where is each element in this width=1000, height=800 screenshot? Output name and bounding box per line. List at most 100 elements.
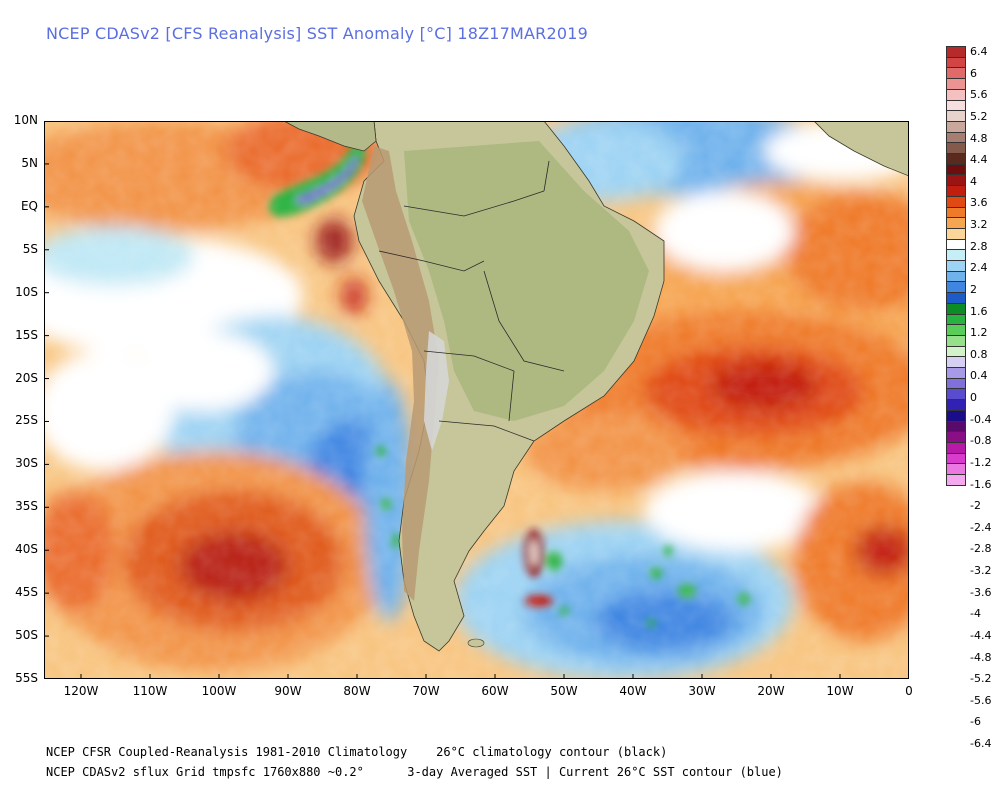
sst-anomaly-map xyxy=(44,121,909,679)
map-title: NCEP CDASv2 [CFS Reanalysis] SST Anomaly… xyxy=(46,24,589,43)
colorbar-swatch xyxy=(946,163,966,176)
footer-line-2: NCEP CDASv2 sflux Grid tmpsfc 1760x880 ~… xyxy=(46,765,783,779)
colorbar-swatch xyxy=(946,281,966,294)
colorbar-swatch xyxy=(946,377,966,390)
colorbar-swatch xyxy=(946,56,966,69)
colorbar-swatch xyxy=(946,313,966,326)
colorbar-swatch xyxy=(946,399,966,411)
colorbar-label: 4.4 xyxy=(970,153,988,167)
lat-tick-label: 5N xyxy=(21,155,38,170)
colorbar-swatch xyxy=(946,463,966,475)
colorbar-swatch xyxy=(946,174,966,187)
lon-tick-label: 50W xyxy=(550,684,578,698)
footer-line-1: NCEP CFSR Coupled-Reanalysis 1981-2010 C… xyxy=(46,745,668,759)
lat-tick-label: 25S xyxy=(15,413,38,428)
lon-tick-label: 10W xyxy=(826,684,854,698)
colorbar-swatch xyxy=(946,153,966,165)
colorbar-label: 6.4 xyxy=(970,45,988,58)
africa-landmass xyxy=(813,121,909,177)
colorbar-label: -5.6 xyxy=(970,693,992,707)
south-america-landmass xyxy=(353,121,665,652)
colorbar-swatch xyxy=(946,260,966,272)
colorbar-swatch xyxy=(946,217,966,229)
colorbar-label: 5.2 xyxy=(970,109,988,123)
colorbar-swatch xyxy=(946,292,966,304)
lat-tick-label: EQ xyxy=(20,198,38,213)
map-frame xyxy=(44,121,909,679)
colorbar-label: 4 xyxy=(970,174,977,188)
colorbar-swatch xyxy=(946,131,966,144)
colorbar-swatch xyxy=(946,120,966,133)
colorbar-swatch xyxy=(946,249,966,261)
colorbar-swatch xyxy=(946,452,966,465)
colorbar-swatch xyxy=(946,238,966,251)
lat-tick-label: 15S xyxy=(15,327,38,342)
lon-tick-label: 70W xyxy=(412,684,440,698)
colorbar-label: -2 xyxy=(970,499,981,513)
lon-tick-label: 20W xyxy=(757,684,785,698)
colorbar-swatch xyxy=(946,195,966,208)
colorbar-swatch xyxy=(946,227,966,240)
lat-tick-label: 35S xyxy=(15,499,38,514)
lon-tick-label: 40W xyxy=(619,684,647,698)
lat-tick-label: 5S xyxy=(22,241,38,256)
lon-tick-label: 110W xyxy=(132,684,168,698)
colorbar-swatch xyxy=(946,142,966,154)
colorbar-swatch xyxy=(946,356,966,368)
colorbar-label: 1.6 xyxy=(970,304,988,318)
colorbar-label: -4 xyxy=(970,607,981,621)
lat-tick-label: 10S xyxy=(15,284,38,299)
colorbar-swatch xyxy=(946,67,966,80)
colorbar-label: -3.2 xyxy=(970,564,992,577)
colorbar-label: -2.8 xyxy=(970,542,992,556)
colorbar-label: -5.2 xyxy=(970,672,992,686)
colorbar-label: 3.2 xyxy=(970,218,988,231)
lat-tick-label: 20S xyxy=(15,370,38,385)
lon-tick-label: 0 xyxy=(905,684,913,698)
lon-tick-label: 120W xyxy=(63,684,99,698)
lat-tick-label: 45S xyxy=(15,585,38,600)
falkland-islands xyxy=(467,638,485,648)
lat-tick-label: 50S xyxy=(15,628,38,643)
colorbar-swatch xyxy=(946,302,966,315)
colorbar-label: -2.4 xyxy=(970,520,992,534)
colorbar-swatch xyxy=(946,185,966,197)
colorbar-swatch xyxy=(946,334,966,347)
colorbar-label: -6 xyxy=(970,715,981,729)
colorbar-swatch xyxy=(946,270,966,283)
lon-tick-label: 30W xyxy=(688,684,716,698)
colorbar-label: 4.8 xyxy=(970,131,988,145)
lat-tick-label: 10N xyxy=(13,113,38,127)
colorbar-swatch xyxy=(946,409,966,422)
colorbar-bottom-edge xyxy=(946,484,966,486)
colorbar-label: -4.4 xyxy=(970,628,992,642)
colorbar-swatch xyxy=(946,441,966,454)
colorbar-label: 6 xyxy=(970,66,977,80)
colorbar-label: 3.6 xyxy=(970,196,988,210)
lon-tick-label: 60W xyxy=(481,684,509,698)
colorbar-swatch xyxy=(946,324,966,336)
colorbar-swatch xyxy=(946,345,966,358)
colorbar-label: -0.4 xyxy=(970,412,992,426)
colorbar-label: 5.6 xyxy=(970,88,988,102)
colorbar-label: -0.8 xyxy=(970,434,992,448)
lon-tick-label: 80W xyxy=(343,684,371,698)
colorbar-swatch xyxy=(946,420,966,433)
lon-tick-label: 100W xyxy=(201,684,237,698)
central-america-landmass xyxy=(283,121,377,152)
colorbar-swatch xyxy=(946,88,966,101)
colorbar-label: 2 xyxy=(970,282,977,296)
lat-tick-label: 40S xyxy=(15,542,38,557)
colorbar-swatch xyxy=(946,110,966,122)
colorbar-label: -4.8 xyxy=(970,650,992,664)
colorbar-swatch xyxy=(946,367,966,379)
lon-tick-label: 90W xyxy=(274,684,302,698)
colorbar-label: 0.8 xyxy=(970,347,988,361)
colorbar-swatch xyxy=(946,206,966,219)
colorbar-label: -1.6 xyxy=(970,477,992,491)
lat-tick-label: 30S xyxy=(15,456,38,471)
colorbar-label: 1.2 xyxy=(970,326,988,340)
colorbar-label: 0 xyxy=(970,391,977,404)
colorbar-label: 2.8 xyxy=(970,239,988,253)
colorbar-swatch xyxy=(946,388,966,401)
